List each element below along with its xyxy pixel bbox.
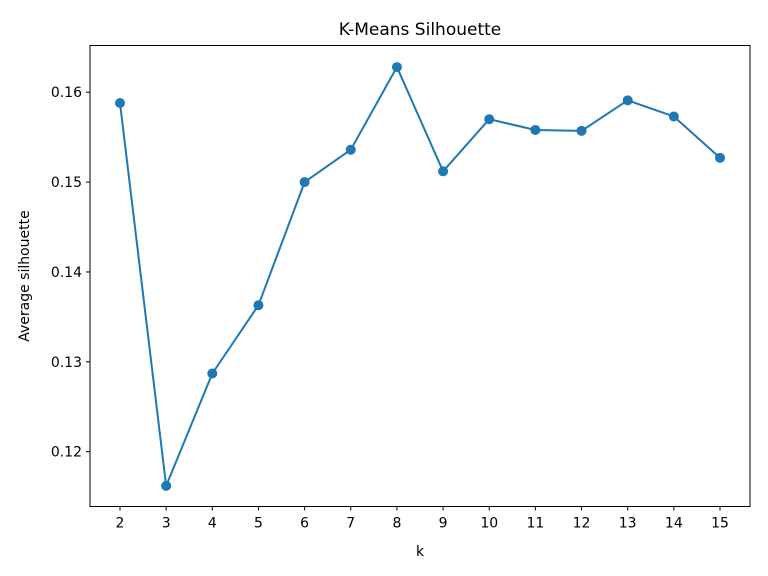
x-tick-label: 11 <box>526 516 544 532</box>
data-point-marker <box>530 124 541 135</box>
y-axis-title: Average silhouette <box>17 210 33 342</box>
x-tick-label: 8 <box>392 516 401 532</box>
y-tick-label: 0.12 <box>51 445 82 461</box>
data-point-marker <box>253 300 264 311</box>
data-point-marker <box>207 368 218 379</box>
x-tick-label: 2 <box>116 516 125 532</box>
data-point-marker <box>161 480 172 491</box>
x-tick-label: 12 <box>573 516 591 532</box>
data-point-marker <box>115 98 125 109</box>
y-tick-label: 0.14 <box>51 265 82 281</box>
plot-area-frame <box>89 45 751 507</box>
x-axis-title: k <box>416 544 425 560</box>
x-tick-label: 13 <box>619 516 637 532</box>
data-point-marker <box>668 111 679 122</box>
series-group <box>115 62 725 491</box>
data-point-marker <box>391 62 402 73</box>
data-point-marker <box>622 95 633 106</box>
x-tick-label: 7 <box>346 516 355 532</box>
data-point-marker <box>345 144 356 155</box>
y-tick-label: 0.16 <box>51 85 82 101</box>
x-tick-label: 4 <box>208 516 217 532</box>
x-tick-label: 10 <box>480 516 498 532</box>
silhouette-series-line <box>118 66 722 487</box>
x-tick-label: 5 <box>254 516 263 532</box>
data-point-marker <box>484 114 495 125</box>
x-tick-label: 14 <box>665 516 683 532</box>
x-tick-label: 15 <box>711 516 729 532</box>
chart-title: K-Means Silhouette <box>339 20 502 40</box>
y-tick-label: 0.13 <box>51 355 82 371</box>
data-point-marker <box>576 125 587 136</box>
x-tick-label: 6 <box>300 516 309 532</box>
axis-ticks: 2 3 4 5 6 7 8 9 10 11 12 13 14 15 0.12 0.13 0.14 0.15 0.16 <box>51 85 729 531</box>
data-point-marker <box>715 152 725 163</box>
x-tick-label: 3 <box>162 516 171 532</box>
data-point-marker <box>438 166 449 177</box>
x-tick-label: 9 <box>439 516 448 532</box>
y-tick-label: 0.15 <box>51 175 82 191</box>
data-point-marker <box>299 177 310 188</box>
